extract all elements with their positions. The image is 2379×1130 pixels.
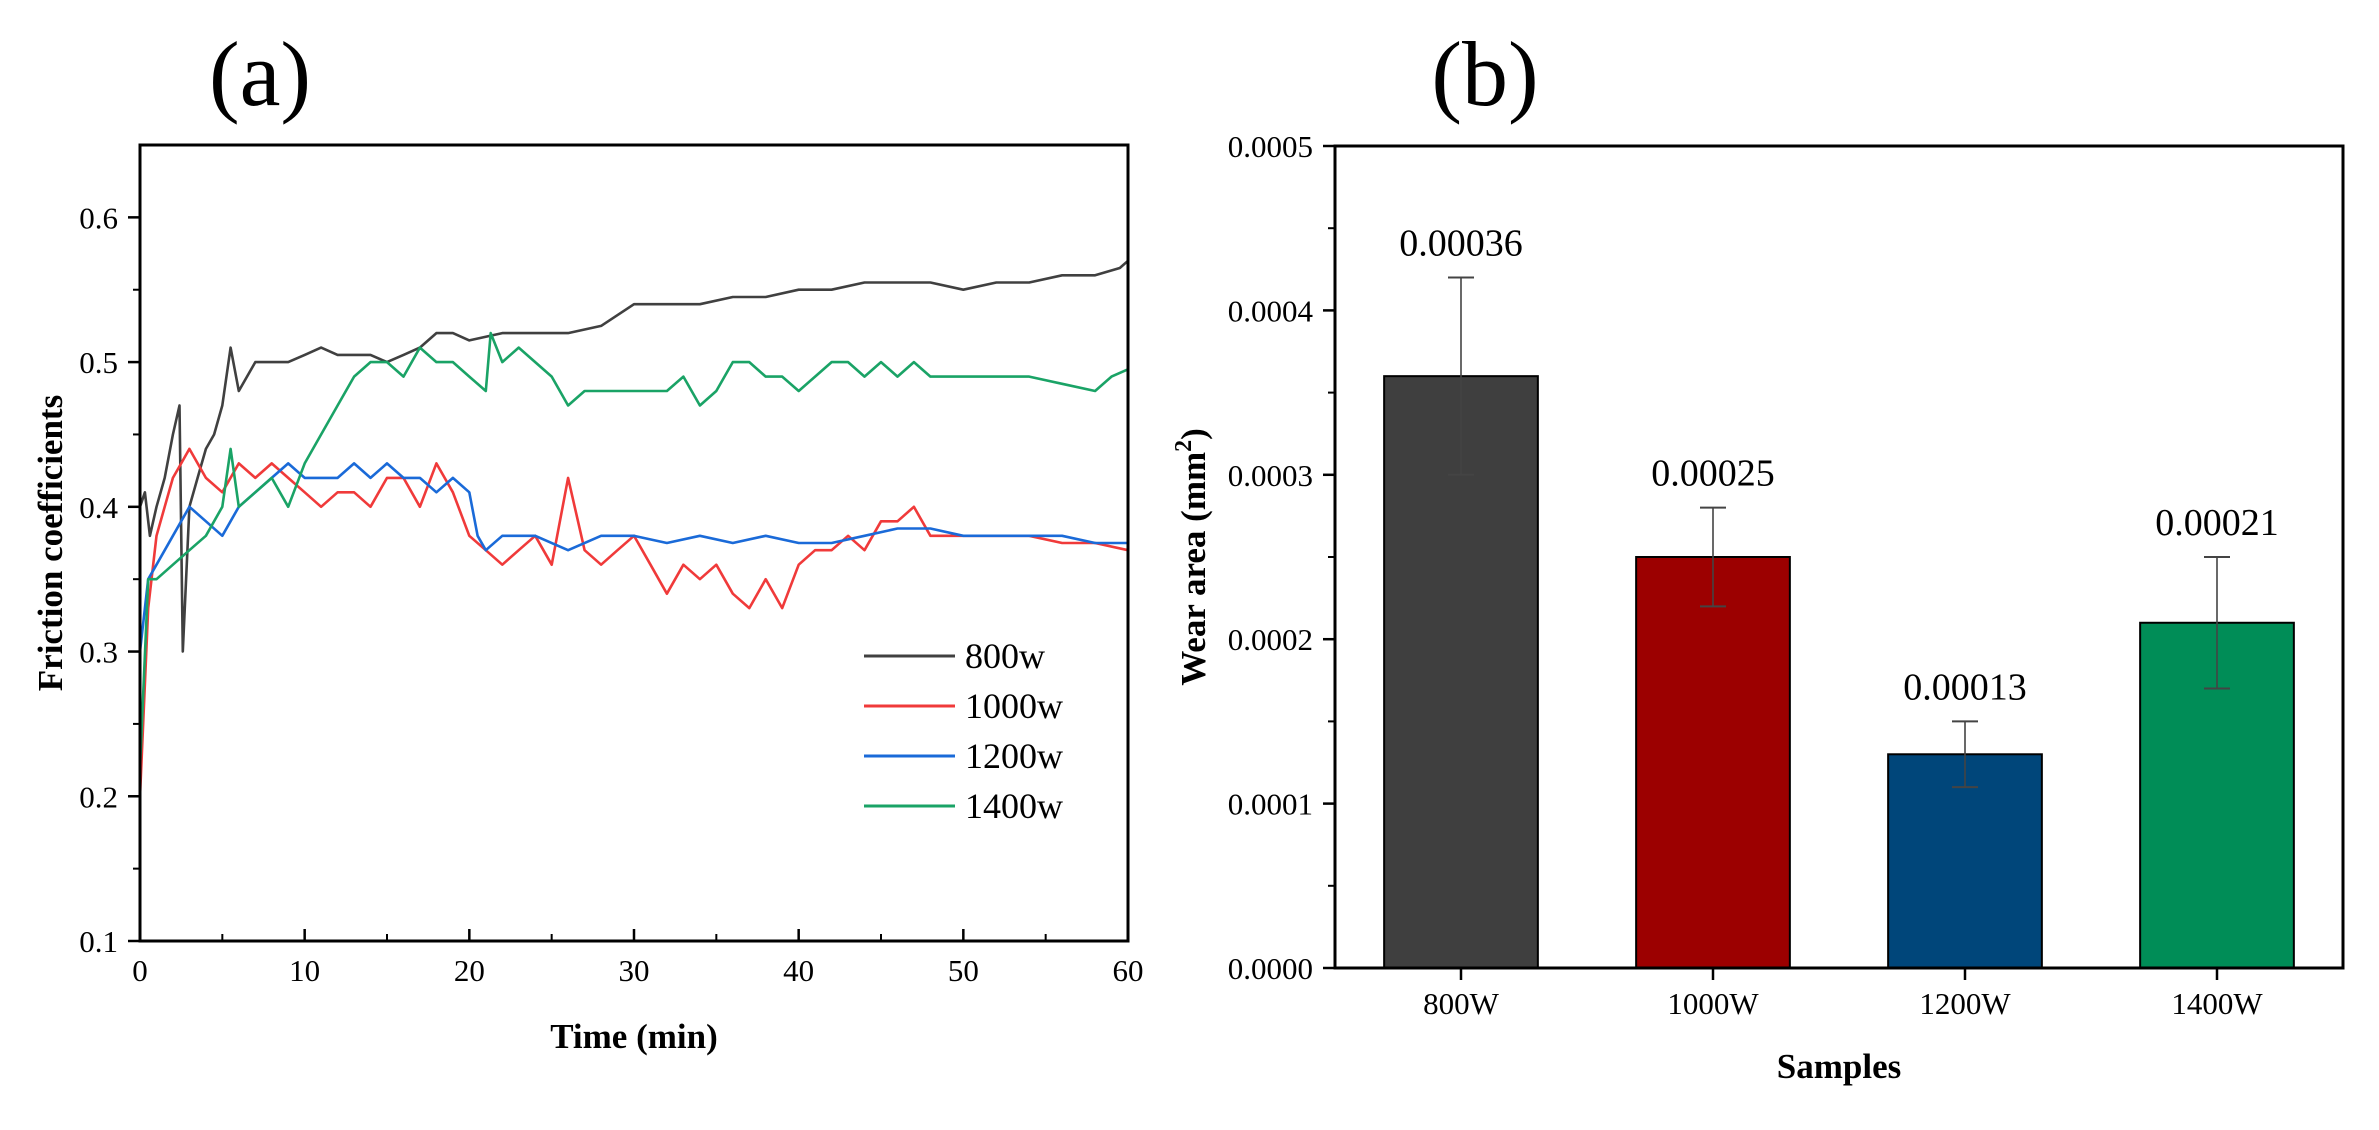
value-label-1000W: 0.00025 xyxy=(1651,453,1775,495)
y-axis-title-b-main: Wear area (mm xyxy=(1174,452,1213,686)
line-series-group xyxy=(138,259,1129,797)
y-tick-label-b: 0.0002 xyxy=(1228,622,1313,657)
y-axis-ticks-b: 0.0000 0.0001 0.0002 0.0003 0.0004 0.0005 xyxy=(1228,129,1335,986)
value-label-800W: 0.00036 xyxy=(1399,223,1523,265)
y-tick-label-b: 0.0000 xyxy=(1228,951,1313,986)
x-tick-label: 0 xyxy=(132,953,148,988)
legend-label-1200w: 1200w xyxy=(965,736,1063,776)
y-tick-label: 0.6 xyxy=(79,200,118,235)
x-tick-label: 20 xyxy=(454,953,485,988)
x-tick-label-1200W: 1200W xyxy=(1919,986,2011,1021)
x-tick-label: 40 xyxy=(783,953,814,988)
y-axis-ticks-a: 0.1 0.2 0.3 0.4 0.5 0.6 xyxy=(79,200,140,959)
bar-1200W xyxy=(1887,753,2043,970)
y-tick-label: 0.1 xyxy=(79,924,118,959)
series-line-1200w xyxy=(138,462,1128,652)
y-tick-label: 0.3 xyxy=(79,635,118,670)
legend-label-1000w: 1000w xyxy=(965,686,1063,726)
x-tick-label-1400W: 1400W xyxy=(2171,986,2263,1021)
x-axis-ticks-a: 0 10 20 30 40 50 60 xyxy=(132,929,1144,988)
x-axis-ticks-b: 800W 1000W 1200W 1400W xyxy=(1423,968,2263,1021)
panel-a-label: (a) xyxy=(209,23,311,125)
x-axis-title-a: Time (min) xyxy=(550,1017,718,1056)
series-line-800w xyxy=(138,259,1129,653)
y-tick-label-b: 0.0003 xyxy=(1228,458,1313,493)
bar-1000W xyxy=(1635,556,1791,969)
legend-label-800w: 800w xyxy=(965,636,1045,676)
value-label-1400W: 0.00021 xyxy=(2155,502,2279,544)
x-axis-title-b: Samples xyxy=(1777,1047,1901,1086)
y-tick-label: 0.5 xyxy=(79,345,118,380)
friction-line-chart: 0 10 20 30 40 50 60 0.1 0.2 0.3 0.4 0.5 0.6 Time (m… xyxy=(31,143,1144,1056)
y-axis-title-b: Wear area (mm2) xyxy=(1171,428,1213,686)
legend-label-1400w: 1400w xyxy=(965,786,1063,826)
value-label-1200W: 0.00013 xyxy=(1903,666,2027,708)
y-axis-title-b-sup: 2 xyxy=(1171,440,1197,452)
x-tick-label: 60 xyxy=(1113,953,1144,988)
y-tick-label-b: 0.0004 xyxy=(1228,293,1314,328)
legend: 800w 1000w 1200w 1400w xyxy=(864,636,1063,826)
y-axis-title-a: Friction coefficients xyxy=(31,395,70,691)
series-line-1400w xyxy=(138,331,1129,768)
x-tick-label-800W: 800W xyxy=(1423,986,1500,1021)
x-tick-label: 10 xyxy=(289,953,320,988)
x-tick-label: 30 xyxy=(619,953,650,988)
panel-b-label: (b) xyxy=(1431,23,1538,125)
y-tick-label-b: 0.0001 xyxy=(1228,787,1313,822)
y-tick-label: 0.4 xyxy=(79,490,118,525)
x-tick-label-1000W: 1000W xyxy=(1667,986,1759,1021)
series-line-1000w xyxy=(138,447,1129,797)
y-tick-label: 0.2 xyxy=(79,779,118,814)
x-tick-label: 50 xyxy=(948,953,979,988)
y-axis-title-b-end: ) xyxy=(1174,428,1213,440)
bar-group: 0.00036 0.00025 0.00013 0.00021 xyxy=(1383,223,2295,970)
y-tick-label-b: 0.0005 xyxy=(1228,129,1313,164)
